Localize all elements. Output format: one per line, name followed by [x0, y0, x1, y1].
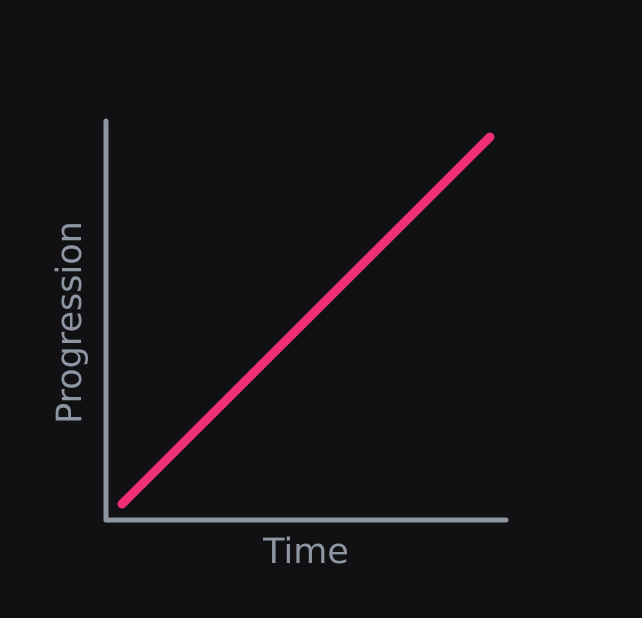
plot-area — [117, 132, 495, 509]
y-axis-label: Progression — [50, 221, 90, 424]
series-line-0 — [117, 132, 495, 509]
x-axis-label: Time — [262, 532, 349, 572]
